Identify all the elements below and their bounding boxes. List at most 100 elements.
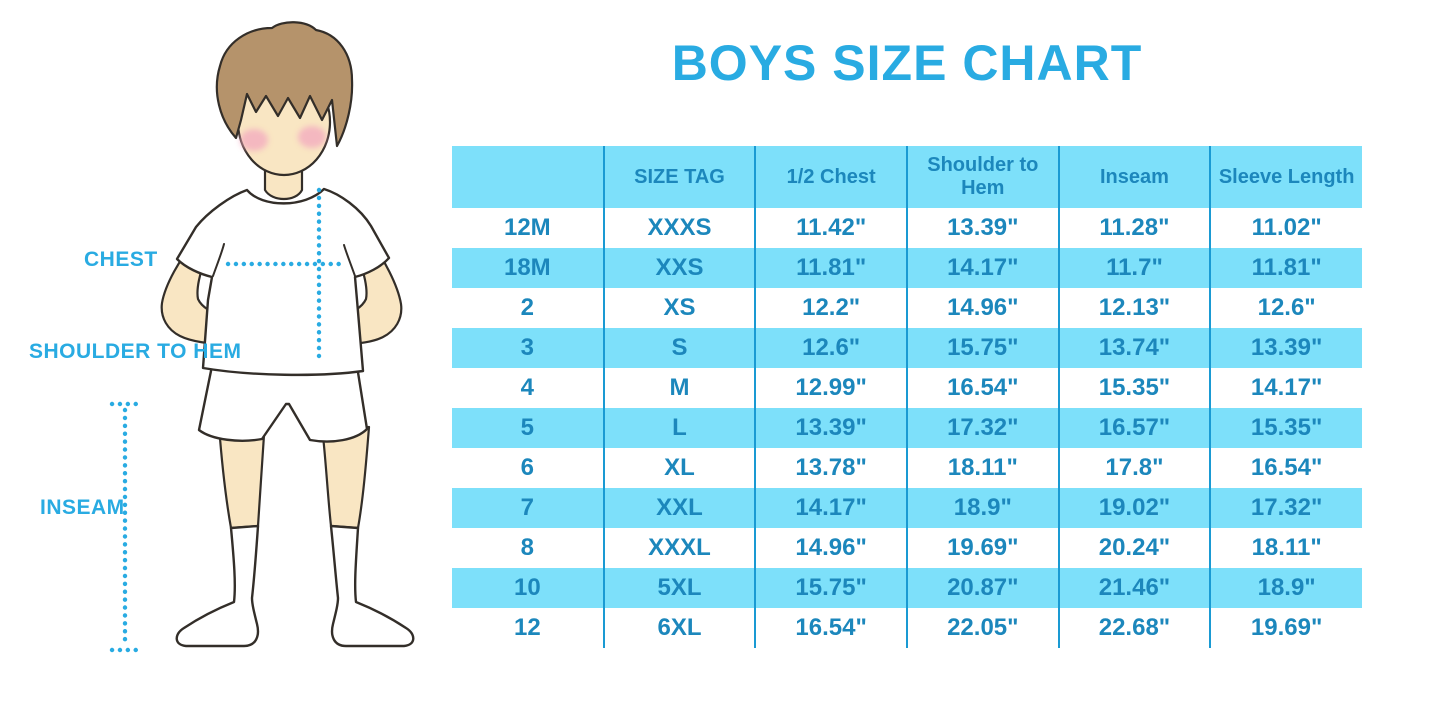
size-cell: 12M [452,208,604,248]
measurement-cell: 13.78" [754,448,907,488]
column-header: SIZE TAG [602,146,756,208]
boy-sock-right [329,524,415,648]
measurement-cell: 16.54" [754,608,907,648]
boy-sleeve-seam-left [212,243,225,277]
table-row: 18M XXS 11.81" 14.17" 11.7" 11.81" [452,248,1362,288]
size-table-body: 12M XXXS 11.42" 13.39" 11.28" 11.02" 18M XXS 11.… [452,208,1362,648]
measurement-cell: XXS [602,248,756,288]
measurement-cell: 21.46" [1057,568,1211,608]
table-row: 4 M 12.99" 16.54" 15.35" 14.17" [452,368,1362,408]
measurement-cell: 14.96" [754,528,907,568]
table-row: 2 XS 12.2" 14.96" 12.13" 12.6" [452,288,1362,328]
column-header: Inseam [1057,146,1211,208]
measurement-cell: 13.39" [1209,328,1362,368]
table-row: 8 XXXL 14.96" 19.69" 20.24" 18.11" [452,528,1362,568]
page-title: BOYS SIZE CHART [671,35,1143,91]
measurement-cell: 14.17" [905,248,1059,288]
measurement-cell: 11.81" [1209,248,1362,288]
inseam-label: INSEAM [40,496,125,519]
table-row: 10 5XL 15.75" 20.87" 21.46" 18.9" [452,568,1362,608]
table-row: 6 XL 13.78" 18.11" 17.8" 16.54" [452,448,1362,488]
size-cell: 3 [452,328,604,368]
chest-label: CHEST [84,248,158,271]
column-header-empty [452,146,604,208]
measurement-cell: 14.17" [754,488,907,528]
boy-cheek-left [240,129,268,151]
table-row: 5 L 13.39" 17.32" 16.57" 15.35" [452,408,1362,448]
measurement-cell: 19.02" [1057,488,1211,528]
measurement-cell: 13.74" [1057,328,1211,368]
size-cell: 7 [452,488,604,528]
measurement-cell: 11.42" [754,208,907,248]
measurement-cell: 12.2" [754,288,907,328]
size-table: SIZE TAG 1/2 Chest Shoulder to Hem Inseam Sl… [452,146,1362,648]
table-row: 12M XXXS 11.42" 13.39" 11.28" 11.02" [452,208,1362,248]
boy-cheek-right [298,126,326,148]
measurement-cell: 18.9" [905,488,1059,528]
measurement-cell: 11.28" [1057,208,1211,248]
measurement-cell: 22.68" [1057,608,1211,648]
measurement-cell: 11.81" [754,248,907,288]
measurement-cell: 6XL [602,608,756,648]
table-row: 7 XXL 14.17" 18.9" 19.02" 17.32" [452,488,1362,528]
size-cell: 18M [452,248,604,288]
table-row: 3 S 12.6" 15.75" 13.74" 13.39" [452,328,1362,368]
measurement-cell: M [602,368,756,408]
measurement-cell: 17.8" [1057,448,1211,488]
column-header: 1/2 Chest [754,146,907,208]
measurement-cell: 18.11" [905,448,1059,488]
measurement-cell: XXL [602,488,756,528]
measurement-cell: 16.57" [1057,408,1211,448]
measurement-cell: 15.75" [905,328,1059,368]
boy-hair [215,21,354,148]
size-cell: 12 [452,608,604,648]
boy-shirt [175,187,391,377]
measurement-cell: 15.35" [1057,368,1211,408]
measurement-cell: 18.9" [1209,568,1362,608]
size-cell: 8 [452,528,604,568]
measurement-cell: 19.69" [905,528,1059,568]
size-table-header-row: SIZE TAG 1/2 Chest Shoulder to Hem Inseam Sl… [452,146,1362,208]
table-row: 12 6XL 16.54" 22.05" 22.68" 19.69" [452,608,1362,648]
measurement-cell: XXXS [602,208,756,248]
boy-illustration [109,21,415,653]
measurement-cell: 12.99" [754,368,907,408]
measurement-cell: 13.39" [754,408,907,448]
measurement-cell: 22.05" [905,608,1059,648]
size-cell: 5 [452,408,604,448]
measurement-cell: 16.54" [905,368,1059,408]
measurement-cell: 14.96" [905,288,1059,328]
measurement-cell: 18.11" [1209,528,1362,568]
size-cell: 4 [452,368,604,408]
measurement-cell: 11.02" [1209,208,1362,248]
size-cell: 10 [452,568,604,608]
measurement-cell: 19.69" [1209,608,1362,648]
measurement-cell: 15.35" [1209,408,1362,448]
measurement-cell: 16.54" [1209,448,1362,488]
measurement-cell: 12.6" [754,328,907,368]
measurement-cell: 5XL [602,568,756,608]
measurement-cell: 11.7" [1057,248,1211,288]
size-cell: 6 [452,448,604,488]
measurement-cell: XL [602,448,756,488]
column-header: Shoulder to Hem [905,146,1059,208]
boy-sleeve-seam-right [343,244,356,277]
size-cell: 2 [452,288,604,328]
measurement-cell: XXXL [602,528,756,568]
measurement-cell: 17.32" [1209,488,1362,528]
measurement-cell: 12.6" [1209,288,1362,328]
measurement-cell: 13.39" [905,208,1059,248]
boy-shorts [197,364,369,443]
shoulder-to-hem-label: SHOULDER TO HEM [29,340,242,363]
measurement-cell: 20.24" [1057,528,1211,568]
column-header: Sleeve Length [1209,146,1362,208]
measurement-cell: 14.17" [1209,368,1362,408]
size-table-head: SIZE TAG 1/2 Chest Shoulder to Hem Inseam Sl… [452,146,1362,208]
measurement-cell: 12.13" [1057,288,1211,328]
measurement-cell: 15.75" [754,568,907,608]
measurement-cell: S [602,328,756,368]
measurement-cell: 20.87" [905,568,1059,608]
measurement-cell: XS [602,288,756,328]
boy-sock-left [175,524,260,648]
